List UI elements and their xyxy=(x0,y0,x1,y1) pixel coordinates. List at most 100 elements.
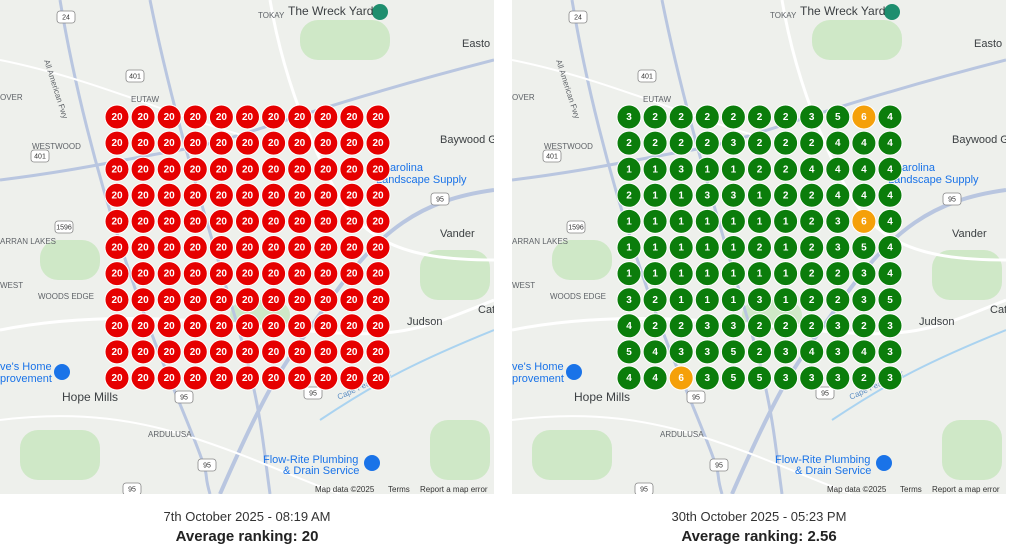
rank-marker xyxy=(365,365,391,391)
rank-label: 20 xyxy=(268,269,280,280)
map-label: Baywood G xyxy=(952,134,1006,146)
map-label: Hope Mills xyxy=(62,390,118,404)
rank-marker xyxy=(130,365,156,391)
rank-label: 20 xyxy=(346,347,358,358)
average-ranking: Average ranking: 20 xyxy=(175,528,319,545)
map-label: ARDULUSA xyxy=(148,430,192,439)
road-shield-label: 95 xyxy=(821,390,829,397)
map-label: Landscape Supply xyxy=(888,174,979,186)
rank-marker xyxy=(208,261,234,287)
rank-marker xyxy=(261,156,287,182)
rank-marker xyxy=(877,339,903,365)
map-label: Cat xyxy=(990,304,1006,316)
rank-marker xyxy=(694,339,720,365)
rank-marker xyxy=(156,130,182,156)
rank-marker xyxy=(235,287,260,313)
rank-marker xyxy=(182,208,208,234)
rank-label: 1 xyxy=(705,295,711,306)
rank-marker xyxy=(156,261,182,287)
rank-label: 5 xyxy=(835,112,841,123)
rank-marker xyxy=(720,156,746,182)
rank-marker xyxy=(104,339,130,365)
rank-label: 20 xyxy=(372,347,384,358)
rank-marker xyxy=(825,365,851,391)
rank-marker xyxy=(851,130,877,156)
rank-marker xyxy=(825,339,851,365)
rank-label: 1 xyxy=(652,217,658,228)
rank-marker xyxy=(825,287,851,313)
rank-marker xyxy=(773,130,799,156)
road-shield-label: 401 xyxy=(641,73,653,80)
park xyxy=(430,420,490,480)
rank-label: 20 xyxy=(164,321,176,332)
rank-label: 20 xyxy=(268,347,280,358)
rank-label: 1 xyxy=(652,269,658,280)
rank-label: 20 xyxy=(372,321,384,332)
rank-marker xyxy=(208,130,234,156)
rank-label: 20 xyxy=(138,295,150,306)
rank-label: 20 xyxy=(294,190,306,201)
park xyxy=(420,250,490,300)
map-label: OVER xyxy=(512,93,535,102)
rank-label: 4 xyxy=(835,164,841,175)
road-shield-label: 401 xyxy=(129,73,141,80)
rank-marker xyxy=(799,261,825,287)
rank-label: 20 xyxy=(268,373,280,384)
rank-marker xyxy=(747,313,772,339)
road-shield-label: 95 xyxy=(309,390,317,397)
rank-marker xyxy=(799,208,825,234)
rank-label: 5 xyxy=(731,373,737,384)
road-shield xyxy=(174,390,194,404)
rank-marker xyxy=(235,208,260,234)
rank-label: 20 xyxy=(164,190,176,201)
map-footer: Report a map error xyxy=(420,485,488,494)
rank-marker xyxy=(642,365,668,391)
map-label: The Wreck Yard xyxy=(288,4,373,18)
rank-label: 2 xyxy=(757,347,763,358)
map-label: The Wreck Yard xyxy=(800,4,885,18)
rank-marker xyxy=(668,130,694,156)
map-label: & Drain Service xyxy=(283,465,359,477)
road-shield-label: 1596 xyxy=(56,224,72,231)
rank-label: 4 xyxy=(861,347,867,358)
rank-marker xyxy=(747,156,772,182)
rank-label: 20 xyxy=(138,321,150,332)
rank-marker xyxy=(668,261,694,287)
rank-marker xyxy=(287,261,313,287)
rank-marker xyxy=(616,130,642,156)
rank-marker xyxy=(642,156,668,182)
rank-marker xyxy=(825,104,851,130)
rank-marker xyxy=(694,208,720,234)
rank-marker xyxy=(720,182,746,208)
rank-label: 20 xyxy=(320,321,332,332)
rank-marker xyxy=(182,235,208,260)
map: The Wreck YardEastoTOKAYEUTAWOVERWESTWOO… xyxy=(0,0,494,494)
rank-label: 2 xyxy=(783,321,789,332)
rank-label: 3 xyxy=(783,347,789,358)
rank-marker xyxy=(313,313,339,339)
rank-marker xyxy=(773,365,799,391)
rank-marker xyxy=(156,365,182,391)
rank-label: 20 xyxy=(190,138,202,149)
map-footer: Terms xyxy=(900,485,922,494)
rank-marker xyxy=(104,313,130,339)
rank-marker xyxy=(156,104,182,130)
place-pin xyxy=(54,364,70,380)
map: The Wreck YardEastoTOKAYEUTAWOVERWESTWOO… xyxy=(512,0,1006,494)
rank-label: 3 xyxy=(835,217,841,228)
rank-marker xyxy=(287,339,313,365)
rank-label: 3 xyxy=(835,347,841,358)
rank-label: 20 xyxy=(164,217,176,228)
rank-marker xyxy=(182,130,208,156)
rank-label: 20 xyxy=(372,164,384,175)
road xyxy=(0,59,261,141)
rank-label: 20 xyxy=(268,243,280,254)
rank-marker xyxy=(339,182,365,208)
rank-label: 20 xyxy=(111,295,123,306)
rank-label: 1 xyxy=(678,190,684,201)
road xyxy=(0,415,341,494)
rank-marker xyxy=(287,182,313,208)
rank-label: 2 xyxy=(678,321,684,332)
rank-marker xyxy=(365,339,391,365)
rank-marker xyxy=(773,235,799,260)
